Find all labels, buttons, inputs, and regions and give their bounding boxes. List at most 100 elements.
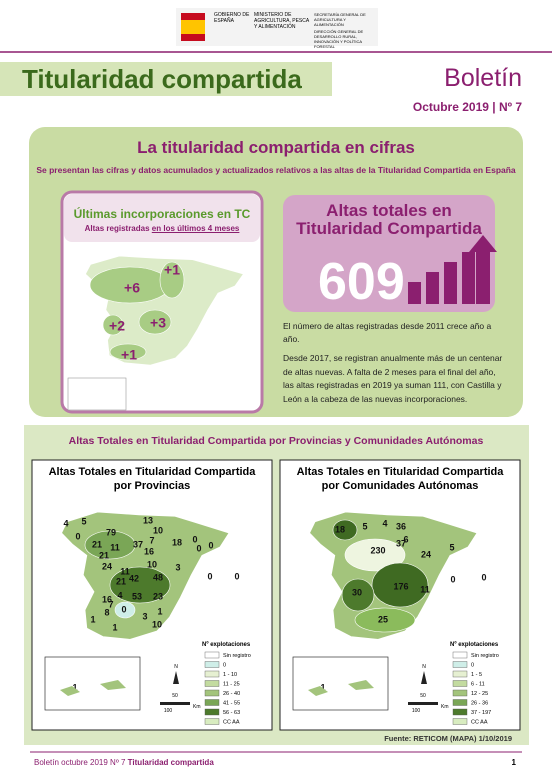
legend-label: 56 - 63 [223, 710, 240, 716]
legend-title: Nº explotaciones [450, 642, 499, 648]
bulletin: Boletín [444, 64, 522, 92]
footer-text: Boletín octubre 2019 Nº 7 [34, 758, 126, 767]
map-label: 11 [420, 584, 430, 594]
map-label: 36 [396, 521, 406, 531]
map-label: 10 [147, 559, 157, 569]
map-label: 1 [90, 614, 95, 624]
map-region [341, 578, 375, 612]
map-label: 21 [92, 539, 102, 549]
legend-label: 26 - 40 [223, 691, 240, 697]
scale-label: 100 [412, 708, 421, 714]
map-label: 0 [196, 543, 201, 553]
text: Titularidad Compartida [296, 219, 482, 238]
logo-shield [181, 20, 205, 34]
map-label: 42 [129, 573, 139, 583]
map-label: 21 [99, 550, 109, 560]
logo-text: GOBIERNO DE ESPAÑA [214, 12, 250, 24]
legend-swatch [452, 680, 468, 687]
map-label: 21 [116, 576, 126, 586]
map-region [354, 607, 416, 633]
scale-label: 50 [420, 693, 426, 699]
icon-arrow [469, 235, 497, 304]
map-label: 230 [370, 545, 385, 555]
paragraph: Desde 2017, se registran anualmente más … [283, 353, 503, 404]
title: Titularidad compartida [22, 64, 302, 94]
map-label: 0 [208, 540, 213, 550]
legend-label: 0 [223, 663, 226, 669]
legend-swatch [204, 651, 220, 659]
map-region [109, 343, 147, 361]
map-label: 1 [72, 682, 77, 692]
map-region [138, 309, 172, 335]
map-label: 11 [110, 542, 120, 552]
legend-label: Sin registro [223, 653, 251, 659]
scale-label: Km [193, 704, 201, 710]
map-label: +1 [164, 262, 180, 278]
map-title: Altas Totales en Titularidad Compartida p… [280, 465, 520, 493]
legend-swatch [204, 680, 220, 687]
legend-swatch [204, 699, 220, 706]
footer: Boletín octubre 2019 Nº 7 Titularidad co… [34, 758, 214, 767]
legend-label: 26 - 36 [471, 701, 488, 707]
legend-swatch [452, 670, 468, 678]
recent-title: Últimas incorporaciones en TC [73, 207, 251, 221]
inset-island [60, 686, 80, 696]
scale-bar [160, 702, 190, 705]
issue: Octubre 2019 | Nº 7 [412, 100, 522, 114]
scale-bar [408, 702, 438, 705]
logo-text: SECRETARÍA GENERAL DE AGRICULTURA Y ALIM… [314, 12, 366, 27]
legend-swatch [452, 699, 468, 706]
map-label: 16 [144, 546, 154, 556]
map-label: 18 [335, 524, 345, 534]
text: Altas Totales en Titularidad Compartida [296, 466, 504, 478]
total-box [283, 195, 495, 312]
legend-swatch [204, 718, 220, 725]
scale-north: N [174, 664, 178, 670]
legend-swatch [452, 661, 468, 668]
map-region [109, 566, 171, 604]
map-label: 79 [106, 527, 116, 537]
scale-label: Km [441, 704, 449, 710]
map-label: 11 [120, 566, 130, 576]
map-label: 3 [175, 562, 180, 572]
text: Altas Totales en Titularidad Compartida [48, 466, 256, 478]
map-label: 0 [207, 571, 212, 581]
inset [44, 656, 141, 711]
icon-bar [408, 282, 421, 304]
legend-label: 6 - 11 [471, 682, 485, 688]
scale-north: N [422, 664, 426, 670]
legend-swatch [452, 718, 468, 725]
legend-label: 1 - 5 [471, 672, 482, 678]
map-label: 1 [320, 682, 325, 692]
map-label: +3 [150, 315, 166, 331]
legend-swatch [204, 661, 220, 668]
recent-head [64, 194, 260, 242]
legend-label: 0 [471, 663, 474, 669]
map-region [114, 601, 136, 619]
logo-bg [176, 8, 378, 46]
map-region [332, 519, 358, 541]
scale-label: 50 [172, 693, 178, 699]
map-label: 4 [117, 590, 122, 600]
map-label: 37 [396, 538, 406, 548]
legend-swatch [204, 708, 220, 716]
map-label: 16 [102, 594, 112, 604]
legend-label: 11 - 25 [223, 682, 240, 688]
map-label: 5 [449, 542, 454, 552]
map-label: 4 [382, 518, 387, 528]
map-label: 30 [352, 587, 362, 597]
icon-bar [444, 262, 457, 304]
map-label: 0 [75, 531, 80, 541]
total-value: 609 [318, 253, 405, 311]
total-title: Altas totales en Titularidad Compartida [283, 202, 495, 238]
logo-text: MINISTERIO DE AGRICULTURA, PESCA Y ALIME… [254, 12, 309, 30]
map-title: Altas Totales en Titularidad Compartida p… [32, 465, 272, 493]
map-label: 0 [481, 572, 486, 582]
text: por Provincias [113, 480, 191, 492]
map-region [159, 261, 185, 299]
inset-island [308, 686, 328, 696]
map-label: 0 [121, 604, 126, 614]
